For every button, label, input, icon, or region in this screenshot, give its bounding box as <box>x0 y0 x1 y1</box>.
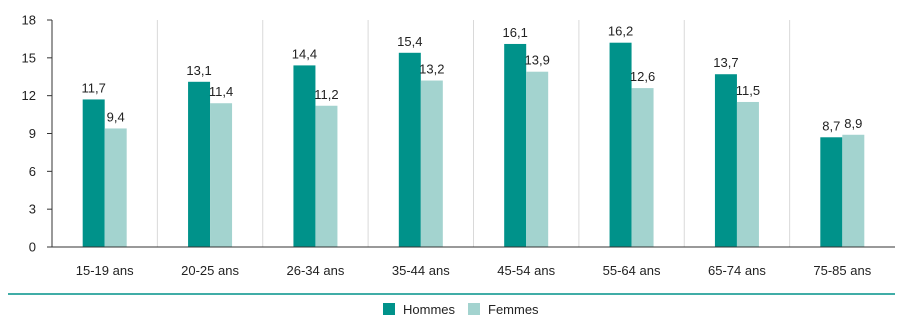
x-tick-label: 26-34 ans <box>287 263 345 278</box>
x-tick-label: 15-19 ans <box>76 263 134 278</box>
data-label: 11,2 <box>314 87 338 102</box>
bar-femmes-2 <box>210 103 233 247</box>
y-tick-label: 18 <box>22 13 36 28</box>
bar-hommes-2 <box>188 81 211 248</box>
data-label: 15,4 <box>397 34 422 49</box>
x-tick-label: 65-74 ans <box>708 263 766 278</box>
data-labels: 11,79,4 13,1 11,4 14,4 11,2 15,4 13,2 16,1 13,9 1… <box>82 24 863 134</box>
x-axis: 15-19 ans 20-25 ans 26-34 ans 35-44 ans 45-5… <box>52 246 895 278</box>
y-tick-label: 6 <box>29 164 36 179</box>
y-tick-label: 9 <box>29 126 36 141</box>
y-tick-label: 3 <box>29 202 36 217</box>
x-tick-label: 20-25 ans <box>181 263 239 278</box>
y-tick-label: 12 <box>22 88 36 103</box>
data-label: 13,9 <box>525 53 550 68</box>
category-separators <box>156 20 791 247</box>
bar-hommes-8 <box>820 137 843 247</box>
y-tick-label: 15 <box>22 50 36 65</box>
bar-femmes-5 <box>526 71 549 247</box>
legend-label-hommes: Hommes <box>403 302 456 317</box>
x-tick-label: 45-54 ans <box>497 263 555 278</box>
data-label: 16,2 <box>608 24 633 39</box>
bar-hommes-6 <box>609 42 632 248</box>
legend: Hommes Femmes <box>383 302 539 317</box>
bar-femmes-8 <box>842 134 865 247</box>
bar-femmes-7 <box>736 101 759 247</box>
data-label: 8,9 <box>844 116 862 131</box>
data-label: 12,6 <box>630 69 655 84</box>
legend-swatch-femmes <box>468 303 480 315</box>
bar-femmes-1 <box>104 128 127 247</box>
bar-hommes-3 <box>293 65 316 248</box>
bar-hommes-5 <box>504 43 527 247</box>
data-label: 11,7 <box>82 80 106 95</box>
data-label: 14,4 <box>292 46 317 61</box>
bars <box>82 42 865 248</box>
bar-femmes-3 <box>315 105 338 247</box>
data-label: 11,5 <box>736 83 760 98</box>
x-tick-label: 75-85 ans <box>813 263 871 278</box>
legend-swatch-hommes <box>383 303 395 315</box>
bar-femmes-4 <box>420 80 443 248</box>
y-axis: 0 3 6 9 12 15 18 <box>22 13 53 255</box>
data-label: 8,7 <box>822 118 840 133</box>
data-label: 11,4 <box>209 84 233 99</box>
x-tick-label: 55-64 ans <box>603 263 661 278</box>
y-tick-label: 0 <box>29 240 36 255</box>
bar-femmes-6 <box>631 88 654 247</box>
bar-hommes-1 <box>82 99 105 247</box>
data-label: 13,1 <box>186 63 211 78</box>
x-tick-label: 35-44 ans <box>392 263 450 278</box>
data-label: 13,2 <box>419 62 444 77</box>
bar-hommes-4 <box>398 52 421 248</box>
data-label: 16,1 <box>503 25 528 40</box>
bar-hommes-7 <box>714 74 737 247</box>
data-label: 13,7 <box>713 55 738 70</box>
data-label: 9,4 <box>107 109 125 124</box>
legend-label-femmes: Femmes <box>488 302 539 317</box>
